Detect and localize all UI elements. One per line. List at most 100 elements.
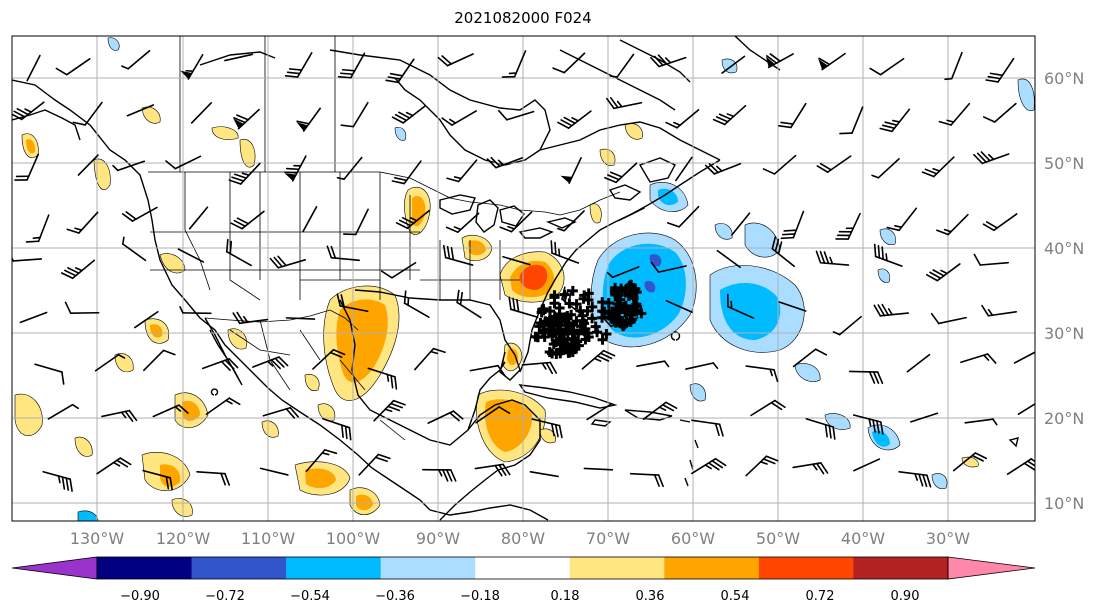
wind-barb (446, 159, 478, 183)
plus-marker (571, 316, 582, 327)
wind-barb (650, 261, 687, 273)
wind-barb (557, 210, 585, 232)
wind-barb (805, 418, 836, 440)
colorbar-label: −0.18 (460, 589, 500, 604)
wind-barb (750, 399, 786, 417)
colorbar-label: 0.72 (806, 589, 835, 604)
lon-label: 50°W (756, 529, 800, 548)
wind-barb (25, 214, 50, 243)
wind-barb (337, 52, 366, 79)
wind-barb (745, 365, 779, 383)
wind-barb (879, 108, 911, 133)
wind-barb (778, 102, 807, 129)
wind-barb (414, 347, 446, 371)
wind-barb (501, 50, 527, 78)
wind-barb (778, 301, 807, 312)
wind-barb (232, 311, 269, 325)
plus-marker (610, 289, 621, 300)
colorbar-label: 0.90 (891, 589, 920, 604)
wind-barb (269, 255, 306, 269)
wind-barb (336, 293, 369, 313)
fill-pac-6 (114, 353, 134, 373)
wind-barb (474, 463, 511, 477)
wind-barb (498, 109, 535, 121)
colorbar-segments (11, 556, 1036, 580)
fill-east-pac-7 (879, 228, 896, 245)
wind-barb (642, 401, 678, 420)
plus-marker (617, 286, 628, 297)
fill-florida-mid (507, 348, 519, 366)
wind-barb (873, 303, 909, 317)
lon-axis-labels: 130°W 120°W 110°W 100°W 90°W 80°W 70°W 6… (70, 529, 970, 548)
wind-barb (771, 236, 795, 268)
wind-barb (230, 210, 265, 230)
wind-barb (792, 462, 829, 475)
wind-barb (403, 290, 430, 318)
colorbar-label: −0.54 (290, 589, 330, 604)
wind-barb (583, 467, 614, 471)
fill-pac-3m (305, 468, 336, 489)
wind-barb (284, 52, 313, 78)
wind-barb (445, 212, 480, 233)
wind-barb (898, 471, 932, 488)
wind-barb (609, 53, 635, 78)
wind-barb (302, 206, 318, 233)
wind-barb (14, 153, 40, 181)
fill-pac-23 (227, 328, 248, 350)
colorbar-segment (569, 557, 665, 579)
wind-barb (179, 306, 212, 315)
fill-pac-15 (261, 420, 279, 438)
wind-barb (121, 49, 151, 70)
wind-barb (586, 403, 612, 421)
colorbar-segment (475, 557, 571, 579)
plus-marker (620, 300, 631, 311)
wind-barb (675, 156, 693, 182)
plus-marker (570, 344, 581, 355)
wind-barb (72, 101, 103, 126)
wind-barb (421, 468, 457, 482)
lon-label: 70°W (586, 529, 630, 548)
colorbar-extend-low (11, 556, 98, 580)
wind-barb (190, 102, 213, 124)
fill-pac-2m (160, 464, 181, 487)
plus-marker (597, 334, 608, 345)
negative-anomaly-fills (77, 37, 1035, 521)
wind-barb (225, 238, 252, 267)
colorbar-extend-high (947, 556, 1036, 580)
wind-barb (233, 108, 260, 130)
colorbar-segment (286, 557, 382, 579)
fill-pac-22 (74, 436, 93, 457)
fill-midwest-mid (412, 195, 426, 227)
wind-barb (126, 104, 155, 117)
plus-marker (563, 347, 574, 358)
wind-barb (385, 58, 415, 84)
lon-label: 110°W (241, 529, 296, 548)
lon-label: 100°W (326, 529, 381, 548)
fill-pac-1m (182, 400, 200, 421)
plus-marker (544, 347, 555, 358)
wind-barb (508, 296, 539, 319)
wind-barb (201, 358, 239, 372)
plus-marker (538, 303, 549, 314)
fill-pac-21 (304, 374, 320, 391)
wind-barb (205, 397, 241, 416)
wind-barb (818, 52, 846, 71)
wind-barb (839, 106, 864, 135)
colorbar-label: −0.72 (205, 589, 245, 604)
wind-barb (792, 348, 828, 368)
wind-barb (636, 360, 670, 368)
wind-barb (944, 51, 963, 81)
wind-barb (101, 409, 138, 422)
lon-label: 120°W (156, 529, 211, 548)
wind-barb (665, 109, 700, 129)
fill-east-pac-6 (721, 58, 738, 74)
lat-label: 30°N (1044, 324, 1084, 343)
wind-barb (19, 311, 48, 324)
fill-east-pac-9 (931, 473, 948, 489)
fill-pac-12 (141, 106, 161, 124)
wind-barb (952, 452, 988, 472)
wind-barb (906, 353, 931, 373)
wind-barb (721, 55, 746, 74)
wind-barb (284, 155, 307, 182)
plus-marker (623, 289, 634, 300)
